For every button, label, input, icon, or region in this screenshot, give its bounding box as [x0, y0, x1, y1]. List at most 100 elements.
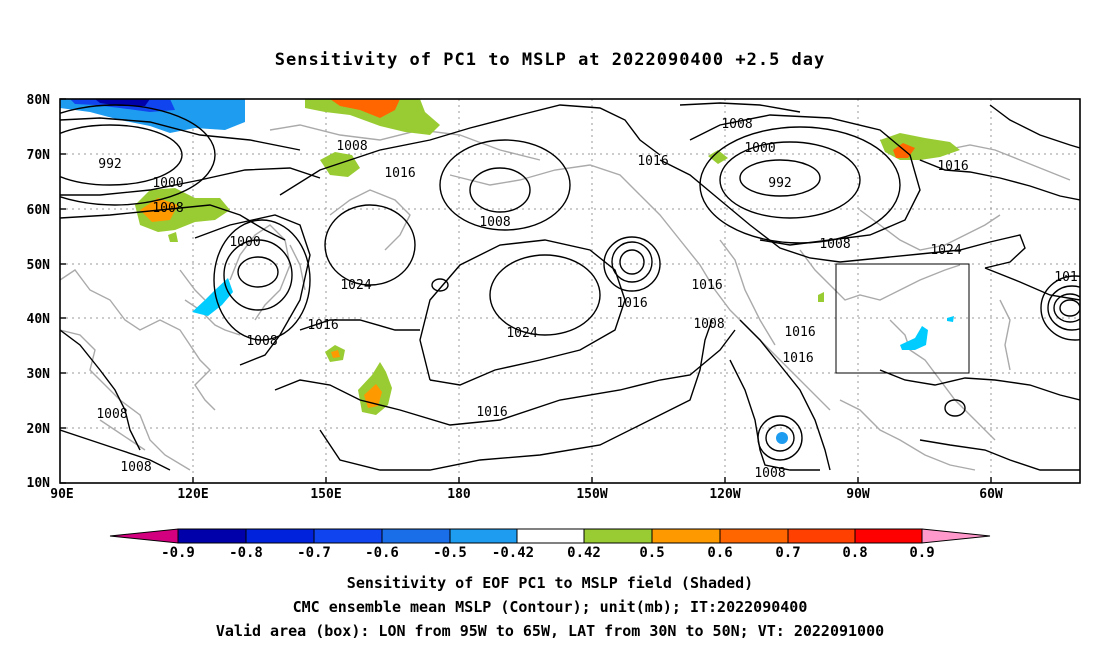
contour-label: 1008: [96, 407, 127, 422]
contour-label: 1024: [340, 278, 371, 293]
lon-label: 150E: [310, 487, 341, 502]
contour-label: 1016: [384, 166, 415, 181]
colorbar-segment: [719, 528, 789, 544]
colorbar-labels: -0.9 -0.8 -0.7 -0.6 -0.5 -0.42 0.42 0.5 …: [161, 545, 935, 561]
contour-label: 1008: [754, 466, 785, 481]
contour-label: 1008: [120, 460, 151, 475]
colorbar-segment: [651, 528, 721, 544]
contour-label: 1016: [691, 278, 722, 293]
positive-patch-arctic-core: [330, 99, 400, 118]
lat-label: 40N: [27, 312, 51, 327]
colorbar-label: -0.8: [229, 545, 263, 561]
contour-label: 1016: [782, 351, 813, 366]
lat-label: 30N: [27, 367, 51, 382]
colorbar-segment: [381, 528, 451, 544]
colorbar-label: -0.5: [433, 545, 467, 561]
colorbar-label: 0.8: [842, 545, 867, 561]
contour-label: 992: [98, 157, 121, 172]
contour-label: 1008: [721, 117, 752, 132]
caption-line-1: Sensitivity of EOF PC1 to MSLP field (Sh…: [346, 574, 754, 592]
tick-marks: [60, 98, 992, 484]
negative-patch-darkcore: [95, 99, 150, 106]
negative-patch-north: [60, 99, 245, 133]
colorbar-segment: [854, 528, 923, 544]
colorbar-label: 0.9: [909, 545, 934, 561]
mslp-contours: [60, 102, 1080, 471]
negative-patch-tropical-eddy: [776, 432, 788, 444]
contour-label: 1024: [506, 326, 537, 341]
lon-label: 120W: [709, 487, 740, 502]
lat-label: 20N: [27, 422, 51, 437]
colorbar-segment: [516, 528, 585, 544]
contour-label: 1008: [693, 317, 724, 332]
contour-label: 1008: [152, 201, 183, 216]
colorbar-label: -0.6: [365, 545, 399, 561]
contour-label: 101: [1054, 270, 1077, 285]
contour-labels: 992 1000 1008 1008 1016 1000 1024 1008 1…: [98, 117, 1077, 481]
lon-label: 180: [447, 487, 471, 502]
contour-label: 1008: [819, 237, 850, 252]
lat-label: 10N: [27, 476, 51, 491]
colorbar-label: 0.6: [707, 545, 732, 561]
colorbar-segment: [449, 528, 518, 544]
latitude-labels: 80N 70N 60N 50N 40N 30N 20N 10N: [27, 93, 51, 491]
shaded-sensitivity: [60, 99, 960, 444]
lon-label: 60W: [979, 487, 1003, 502]
contour-label: 1000: [229, 235, 260, 250]
colorbar-label: -0.9: [161, 545, 195, 561]
lon-label: 90E: [50, 487, 73, 502]
contour-label: 1016: [784, 325, 815, 340]
contour-labels-extra: 1008 1008: [96, 407, 151, 475]
colorbar-segment: [787, 528, 856, 544]
positive-patch-30n-core: [331, 350, 340, 358]
contour-label: 1016: [637, 154, 668, 169]
positive-patch-70n-east: [708, 150, 728, 164]
longitude-labels: 90E 120E 150E 180 150W 120W 90W 60W: [50, 487, 1003, 502]
contour-label: 1016: [307, 318, 338, 333]
colorbar-label: -0.42: [492, 545, 534, 561]
colorbar-segment: [177, 528, 247, 544]
lon-label: 150W: [576, 487, 607, 502]
colorbar-under-triangle: [109, 528, 179, 544]
negative-patch-ne-atl: [947, 316, 954, 322]
colorbar-segment: [245, 528, 315, 544]
contour-label: 1024: [930, 243, 961, 258]
lon-label: 90W: [846, 487, 870, 502]
positive-patch-arctic: [305, 99, 440, 135]
colorbar-segment: [313, 528, 383, 544]
contour-label: 1000: [152, 176, 183, 191]
positive-patch-70n: [320, 152, 360, 177]
lat-label: 80N: [27, 93, 51, 108]
colorbar-label: 0.42: [567, 545, 601, 561]
caption-line-2: CMC ensemble mean MSLP (Contour); unit(m…: [292, 598, 808, 616]
positive-patch-gulf: [818, 292, 824, 302]
contour-label: 1008: [246, 334, 277, 349]
negative-patch-west-pacific: [192, 278, 233, 316]
contour-label: 1008: [336, 139, 367, 154]
contour-label: 1008: [479, 215, 510, 230]
colorbar: [109, 528, 991, 544]
contour-label: 1016: [937, 159, 968, 174]
lat-label: 60N: [27, 203, 51, 218]
caption-line-3: Valid area (box): LON from 95W to 65W, L…: [215, 622, 885, 640]
coastlines: [60, 124, 1071, 471]
colorbar-segment: [583, 528, 653, 544]
contour-label: 1000: [744, 141, 775, 156]
colorbar-label: -0.7: [297, 545, 331, 561]
valid-area-box: [835, 263, 970, 374]
chart-title: Sensitivity of PC1 to MSLP at 2022090400…: [274, 50, 826, 70]
contour-label: 992: [768, 176, 791, 191]
lon-label: 120E: [177, 487, 208, 502]
colorbar-over-triangle: [921, 528, 991, 544]
grid-lines: [60, 99, 1080, 483]
map-border: [59, 98, 1081, 484]
negative-patch-east-coast: [900, 326, 928, 350]
colorbar-label: 0.7: [775, 545, 800, 561]
contour-label: 1016: [616, 296, 647, 311]
lat-label: 50N: [27, 258, 51, 273]
contour-label: 1016: [476, 405, 507, 420]
positive-patch-misc: [168, 232, 178, 242]
colorbar-label: 0.5: [639, 545, 664, 561]
lat-label: 70N: [27, 148, 51, 163]
